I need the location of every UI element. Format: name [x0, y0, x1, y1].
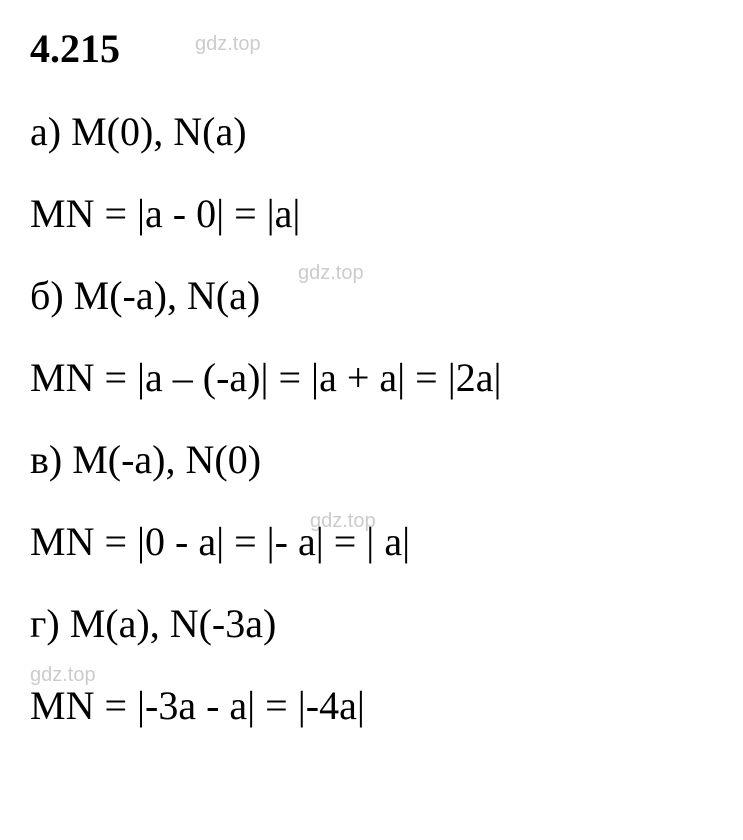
part-g-label: г) M(a), N(-3a) [30, 594, 713, 654]
part-v-equation: MN = |0 - a| = |- a| = | a| [30, 512, 713, 572]
part-a-label: а) M(0), N(a) [30, 102, 713, 162]
part-b-label: б) M(-a), N(a) [30, 266, 713, 326]
problem-number: 4.215 [30, 25, 713, 72]
part-v-label: в) M(-a), N(0) [30, 430, 713, 490]
part-a-equation: MN = |a - 0| = |a| [30, 184, 713, 244]
part-g-equation: MN = |-3a - a| = |-4a| [30, 676, 713, 736]
part-b-equation: MN = |a – (-a)| = |a + a| = |2a| [30, 348, 713, 408]
